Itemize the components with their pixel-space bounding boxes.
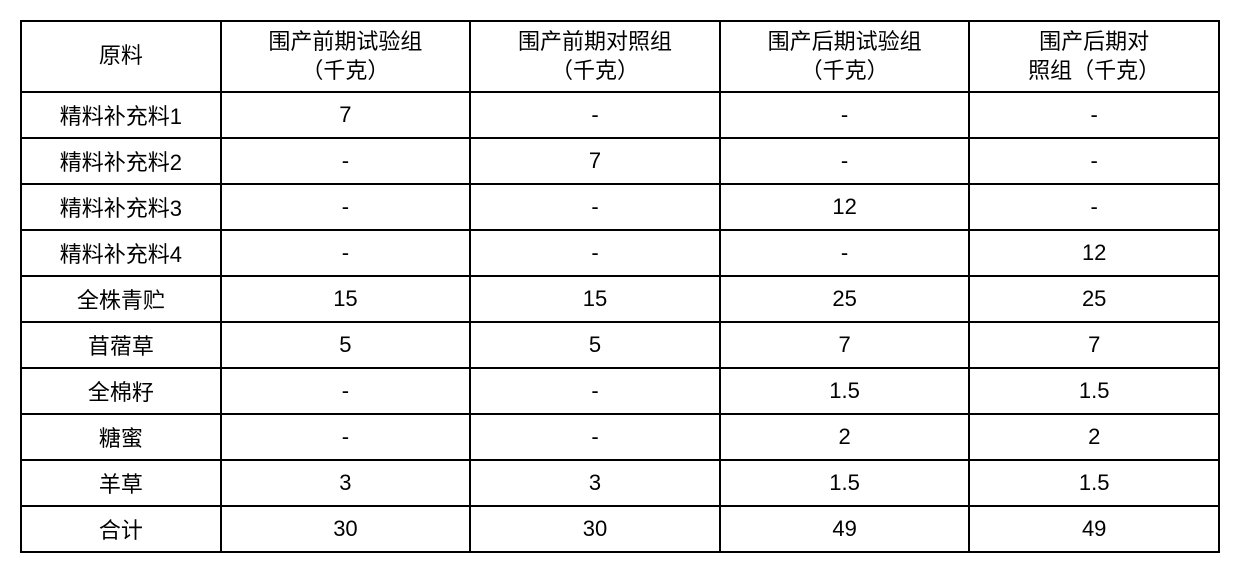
header-cell-material: 原料: [21, 21, 221, 92]
data-cell: -: [969, 138, 1219, 184]
data-cell: -: [221, 138, 471, 184]
row-label: 精料补充料2: [21, 138, 221, 184]
data-cell: -: [470, 92, 720, 138]
row-label: 精料补充料3: [21, 184, 221, 230]
data-cell: 5: [221, 322, 471, 368]
table-row-total: 合计 30 30 49 49: [21, 506, 1219, 552]
row-label: 合计: [21, 506, 221, 552]
table-row: 全株青贮 15 15 25 25: [21, 276, 1219, 322]
row-label: 精料补充料1: [21, 92, 221, 138]
header-cell-pre-control: 围产前期对照组（千克）: [470, 21, 720, 92]
data-cell: -: [470, 230, 720, 276]
row-label: 全棉籽: [21, 368, 221, 414]
data-cell: 25: [969, 276, 1219, 322]
data-cell: -: [720, 92, 970, 138]
data-cell: 2: [969, 414, 1219, 460]
data-cell: 2: [720, 414, 970, 460]
data-cell: 15: [470, 276, 720, 322]
table-row: 糖蜜 - - 2 2: [21, 414, 1219, 460]
data-cell: 30: [221, 506, 471, 552]
data-cell: 30: [470, 506, 720, 552]
table-row: 精料补充料1 7 - - -: [21, 92, 1219, 138]
data-cell: 7: [969, 322, 1219, 368]
table-body: 精料补充料1 7 - - - 精料补充料2 - 7 - - 精料补充料3 - -…: [21, 92, 1219, 552]
data-cell: 3: [470, 460, 720, 506]
data-cell: 49: [720, 506, 970, 552]
table-row: 苜蓿草 5 5 7 7: [21, 322, 1219, 368]
header-row: 原料 围产前期试验组（千克） 围产前期对照组（千克） 围产后期试验组（千克） 围…: [21, 21, 1219, 92]
data-cell: -: [720, 138, 970, 184]
header-cell-pre-test: 围产前期试验组（千克）: [221, 21, 471, 92]
header-cell-post-control: 围产后期对照组（千克）: [969, 21, 1219, 92]
data-cell: 7: [470, 138, 720, 184]
data-cell: -: [221, 184, 471, 230]
data-cell: -: [969, 184, 1219, 230]
data-cell: -: [470, 184, 720, 230]
feed-composition-table: 原料 围产前期试验组（千克） 围产前期对照组（千克） 围产后期试验组（千克） 围…: [20, 20, 1220, 553]
data-cell: -: [720, 230, 970, 276]
data-cell: 3: [221, 460, 471, 506]
data-cell: 7: [221, 92, 471, 138]
data-cell: 5: [470, 322, 720, 368]
data-cell: 7: [720, 322, 970, 368]
data-cell: -: [470, 414, 720, 460]
data-cell: 1.5: [720, 460, 970, 506]
data-cell: 12: [969, 230, 1219, 276]
data-cell: 1.5: [720, 368, 970, 414]
row-label: 糖蜜: [21, 414, 221, 460]
data-cell: -: [470, 368, 720, 414]
table-row: 全棉籽 - - 1.5 1.5: [21, 368, 1219, 414]
table-row: 羊草 3 3 1.5 1.5: [21, 460, 1219, 506]
data-cell: 1.5: [969, 460, 1219, 506]
table-row: 精料补充料2 - 7 - -: [21, 138, 1219, 184]
table-row: 精料补充料3 - - 12 -: [21, 184, 1219, 230]
data-cell: 15: [221, 276, 471, 322]
data-cell: -: [221, 230, 471, 276]
data-cell: -: [969, 92, 1219, 138]
data-cell: -: [221, 368, 471, 414]
row-label: 苜蓿草: [21, 322, 221, 368]
row-label: 羊草: [21, 460, 221, 506]
header-cell-post-test: 围产后期试验组（千克）: [720, 21, 970, 92]
data-cell: 1.5: [969, 368, 1219, 414]
data-cell: 12: [720, 184, 970, 230]
table-row: 精料补充料4 - - - 12: [21, 230, 1219, 276]
data-cell: -: [221, 414, 471, 460]
data-cell: 49: [969, 506, 1219, 552]
data-cell: 25: [720, 276, 970, 322]
row-label: 全株青贮: [21, 276, 221, 322]
table-header: 原料 围产前期试验组（千克） 围产前期对照组（千克） 围产后期试验组（千克） 围…: [21, 21, 1219, 92]
row-label: 精料补充料4: [21, 230, 221, 276]
